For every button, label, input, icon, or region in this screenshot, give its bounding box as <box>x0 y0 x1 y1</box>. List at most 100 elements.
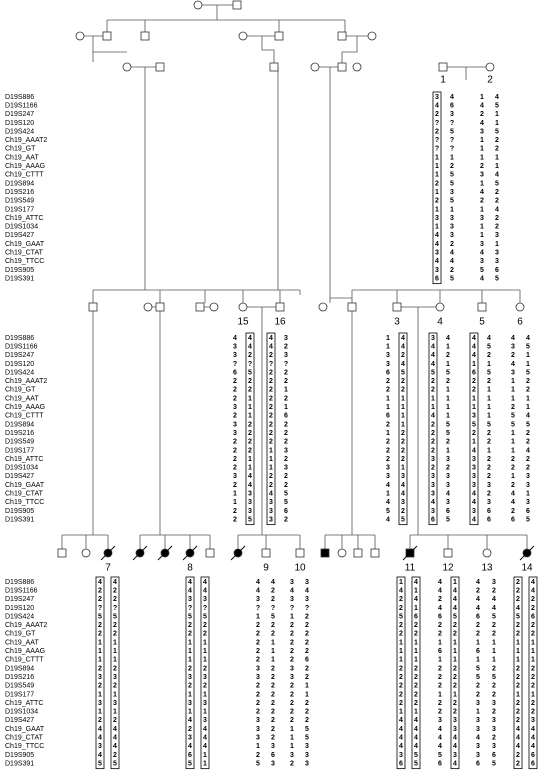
marker-name: Ch19_TTCC <box>5 258 44 265</box>
allele: 3 <box>431 482 435 489</box>
allele: 1 <box>98 709 102 716</box>
allele: 6 <box>414 613 418 620</box>
allele: 4 <box>98 752 102 759</box>
allele: 2 <box>516 709 520 716</box>
deceased-slash <box>402 545 418 561</box>
allele: 2 <box>435 128 439 135</box>
allele: 4 <box>516 735 520 742</box>
allele: 4 <box>188 743 192 750</box>
allele: 1 <box>446 395 450 402</box>
allele: 2 <box>495 137 499 144</box>
allele: 4 <box>188 579 192 586</box>
allele: 3 <box>386 473 390 480</box>
allele: 2 <box>531 709 535 716</box>
allele: 5 <box>248 516 252 523</box>
allele: 3 <box>305 743 309 750</box>
allele: 6 <box>188 752 192 759</box>
allele: 5 <box>113 613 117 620</box>
allele: 3 <box>233 352 237 359</box>
allele: ? <box>305 605 309 612</box>
allele: 1 <box>399 579 403 586</box>
allele: 6 <box>476 613 480 620</box>
allele: 2 <box>271 726 275 733</box>
pedigree-symbols <box>57 0 535 561</box>
allele: 3 <box>256 596 260 603</box>
allele: 3 <box>480 215 484 222</box>
allele: 2 <box>305 648 309 655</box>
allele: 2 <box>431 447 435 454</box>
allele: 3 <box>446 473 450 480</box>
allele: 2 <box>531 665 535 672</box>
allele: 2 <box>113 631 117 638</box>
marker-name: Ch19_AAT <box>5 395 39 402</box>
allele: 4 <box>450 94 454 101</box>
allele: ? <box>284 361 288 368</box>
allele: ? <box>256 605 260 612</box>
allele: ? <box>435 146 439 153</box>
allele: 2 <box>438 683 442 690</box>
allele: 1 <box>495 120 499 127</box>
allele: 2 <box>516 752 520 759</box>
marker-name: D19S549 <box>5 439 34 446</box>
allele: 1 <box>399 639 403 646</box>
allele: 4 <box>248 335 252 342</box>
allele: 2 <box>269 439 273 446</box>
allele: 2 <box>98 683 102 690</box>
allele: 2 <box>492 622 496 629</box>
allele: 1 <box>271 648 275 655</box>
allele: 2 <box>453 631 457 638</box>
allele: 3 <box>526 499 530 506</box>
allele: ? <box>435 120 439 127</box>
allele: 1 <box>435 172 439 179</box>
marker-name: D19S1166 <box>5 343 38 350</box>
pedigree-lines <box>61 4 528 549</box>
allele: 4 <box>386 499 390 506</box>
allele: 2 <box>511 404 515 411</box>
marker-name: D19S247 <box>5 352 34 359</box>
individual-symbol <box>310 62 320 72</box>
allele: 4 <box>438 743 442 750</box>
allele: 2 <box>284 473 288 480</box>
allele: 2 <box>450 267 454 274</box>
allele: 1 <box>290 735 294 742</box>
allele: 2 <box>492 665 496 672</box>
allele: 1 <box>203 760 207 767</box>
haplotype-box <box>200 576 210 770</box>
individual-symbol <box>353 548 363 558</box>
marker-name: D19S886 <box>5 335 34 342</box>
allele: 6 <box>531 760 535 767</box>
allele: 3 <box>487 482 491 489</box>
allele: 2 <box>305 613 309 620</box>
marker-name: Ch19_AAAG <box>5 163 45 170</box>
allele: 4 <box>113 743 117 750</box>
allele: 1 <box>401 465 405 472</box>
marker-name: D19S427 <box>5 717 34 724</box>
allele: 2 <box>495 198 499 205</box>
allele: 4 <box>450 250 454 257</box>
allele: 2 <box>450 163 454 170</box>
allele: 2 <box>386 456 390 463</box>
allele: 4 <box>480 250 484 257</box>
allele: 5 <box>511 413 515 420</box>
allele: 2 <box>438 596 442 603</box>
allele: 4 <box>446 335 450 342</box>
allele: 1 <box>511 430 515 437</box>
marker-name: D19S177 <box>5 206 34 213</box>
allele: 4 <box>438 735 442 742</box>
allele: 6 <box>476 648 480 655</box>
allele: 2 <box>414 691 418 698</box>
allele: 1 <box>531 691 535 698</box>
marker-name: D19S424 <box>5 613 34 620</box>
allele: 1 <box>271 639 275 646</box>
allele: 2 <box>271 735 275 742</box>
allele: 2 <box>399 622 403 629</box>
allele: 1 <box>188 648 192 655</box>
allele: 2 <box>399 665 403 672</box>
allele: 2 <box>271 596 275 603</box>
allele: 1 <box>472 395 476 402</box>
allele: 2 <box>233 439 237 446</box>
individual-symbol <box>295 548 305 558</box>
allele: 3 <box>113 674 117 681</box>
allele: 4 <box>203 743 207 750</box>
allele: 1 <box>453 579 457 586</box>
